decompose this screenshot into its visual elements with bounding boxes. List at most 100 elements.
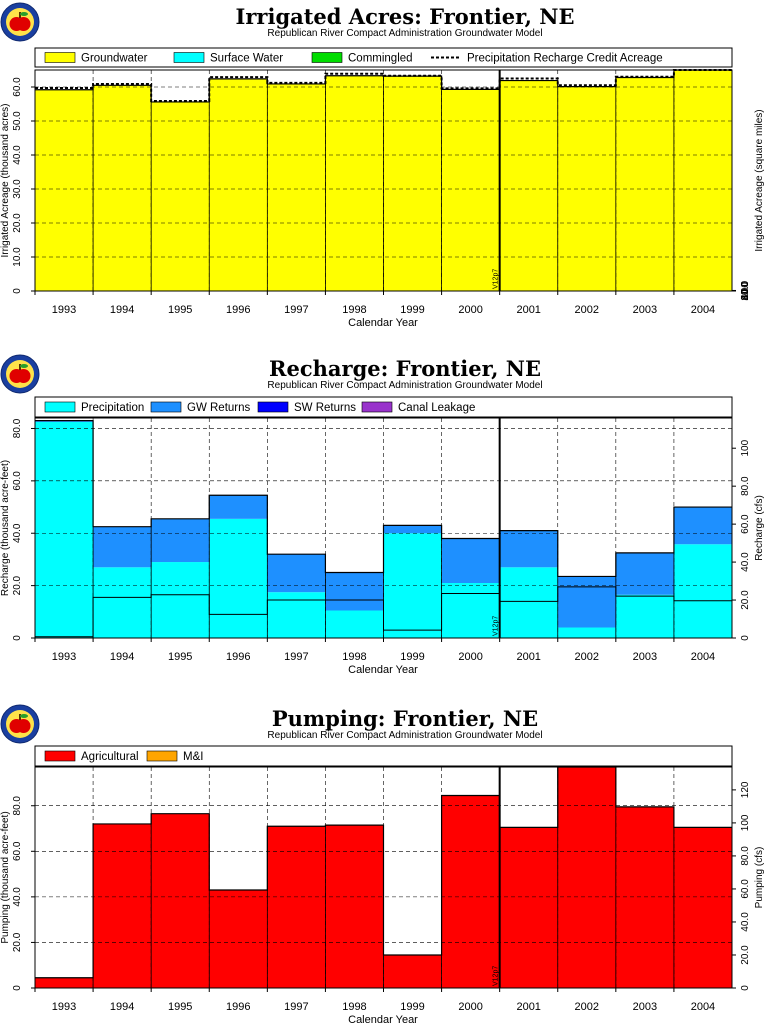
bar-segment xyxy=(325,825,384,988)
legend-label: Commingled xyxy=(348,53,413,65)
chart-title: Irrigated Acres: Frontier, NE xyxy=(236,4,575,29)
legend-label: Surface Water xyxy=(210,53,283,65)
y2-tick-label: 20.0 xyxy=(740,945,751,965)
x-tick-label: 1998 xyxy=(342,651,366,663)
bar-segment xyxy=(441,538,501,583)
apple-logo-icon xyxy=(0,2,40,42)
y2-axis-label: Irrigated Acreage (square miles) xyxy=(754,109,765,251)
x-tick-label: 1999 xyxy=(400,1001,424,1013)
legend-label: SW Returns xyxy=(294,402,356,414)
y2-tick-label: 100 xyxy=(740,814,751,831)
legend-swatch xyxy=(146,750,178,762)
legend-label: M&I xyxy=(183,751,203,763)
bar-segment xyxy=(383,954,443,988)
bar-segment xyxy=(267,83,326,291)
y-axis-label: Pumping (thousand acre-feet) xyxy=(0,811,11,943)
x-tick-label: 1997 xyxy=(284,651,308,663)
chart-subtitle: Republican River Compact Administration … xyxy=(267,380,542,391)
x-tick-label: 1995 xyxy=(168,651,192,663)
x-tick-label: 2003 xyxy=(633,304,657,316)
logo-leaf xyxy=(20,12,28,16)
bar-segment xyxy=(615,594,675,638)
y2-tick-label: 0 xyxy=(740,288,751,294)
legend-label: Precipitation xyxy=(81,402,144,414)
logo-leaf xyxy=(20,714,28,718)
x-tick-label: 2003 xyxy=(633,1001,657,1013)
legend-label: Groundwater xyxy=(81,53,148,65)
bar-segment xyxy=(557,86,617,291)
bar-segment xyxy=(615,806,675,988)
logo-stem xyxy=(19,12,21,18)
bar-segment xyxy=(557,767,617,988)
y2-tick-label: 100 xyxy=(740,439,751,456)
bar-segment xyxy=(441,583,501,638)
y-tick-label: 30.0 xyxy=(12,179,23,199)
x-tick-label: 1993 xyxy=(52,651,76,663)
x-tick-label: 2001 xyxy=(516,304,540,316)
y2-tick-label: 60.0 xyxy=(740,514,751,534)
logo-apple-right xyxy=(16,719,31,733)
legend-label: Agricultural xyxy=(81,751,139,763)
legend-swatch xyxy=(44,750,76,762)
bar-segment xyxy=(35,977,94,988)
legend-label: Precipitation Recharge Credit Acreage xyxy=(467,53,663,65)
legend-label: GW Returns xyxy=(187,402,251,414)
x-tick-label: 1999 xyxy=(400,304,424,316)
bar-segment xyxy=(93,526,152,568)
y-tick-label: 80.0 xyxy=(12,418,23,438)
chart-subtitle: Republican River Compact Administration … xyxy=(267,730,542,741)
x-tick-label: 2002 xyxy=(575,1001,599,1013)
x-tick-label: 2001 xyxy=(516,1001,540,1013)
x-tick-label: 2000 xyxy=(458,651,482,663)
x-tick-label: 1993 xyxy=(52,1001,76,1013)
bar-segment xyxy=(151,562,210,638)
y-tick-label: 20.0 xyxy=(12,575,23,595)
bar-segment xyxy=(35,420,94,422)
y-tick-label: 60.0 xyxy=(12,77,23,97)
x-tick-label: 2000 xyxy=(458,1001,482,1013)
y-tick-label: 20.0 xyxy=(12,213,23,233)
logo-apple-right xyxy=(16,369,31,383)
chart-subtitle: Republican River Compact Administration … xyxy=(267,28,542,39)
chart-title: Pumping: Frontier, NE xyxy=(272,706,538,731)
y-tick-label: 40.0 xyxy=(12,523,23,543)
bar-segment xyxy=(673,70,733,291)
legend-swatch xyxy=(44,401,76,413)
y2-tick-label: 0 xyxy=(740,635,751,641)
bar-segment xyxy=(441,795,501,988)
legend-swatch xyxy=(150,401,182,413)
legend-box xyxy=(34,745,733,767)
bar-segment xyxy=(209,518,268,638)
bar-segment xyxy=(93,85,152,291)
apple-logo-icon xyxy=(0,704,40,744)
x-tick-label: 1998 xyxy=(342,304,366,316)
legend-swatch xyxy=(361,401,393,413)
y-tick-label: 40.0 xyxy=(12,887,23,907)
y2-tick-label: 100 xyxy=(740,282,751,299)
x-tick-label: 1996 xyxy=(226,651,250,663)
x-tick-label: 2001 xyxy=(516,651,540,663)
bar-segment xyxy=(35,89,94,291)
bar-segment xyxy=(267,554,326,593)
x-tick-label: 1993 xyxy=(52,304,76,316)
bar-segment xyxy=(557,576,617,628)
y-axis-label: Irrigated Acreage (thousand acres) xyxy=(0,104,11,258)
chart-title: Recharge: Frontier, NE xyxy=(269,356,541,381)
legend-swatch xyxy=(311,52,343,63)
bar-segment xyxy=(383,76,443,292)
bar-segment xyxy=(383,525,443,534)
y-tick-label: 50.0 xyxy=(12,111,23,131)
bar-segment xyxy=(615,77,675,291)
bar-segment xyxy=(151,518,210,563)
x-tick-label: 1995 xyxy=(168,1001,192,1013)
x-tick-label: 2004 xyxy=(691,651,715,663)
x-tick-label: 1994 xyxy=(110,1001,134,1013)
x-tick-label: 1997 xyxy=(284,304,308,316)
logo-stem xyxy=(19,714,21,720)
y2-tick-label: 40.0 xyxy=(740,552,751,572)
y2-axis-label: Recharge (cfs) xyxy=(754,495,765,561)
y-tick-label: 10.0 xyxy=(12,247,23,267)
bar-segment xyxy=(615,552,675,595)
